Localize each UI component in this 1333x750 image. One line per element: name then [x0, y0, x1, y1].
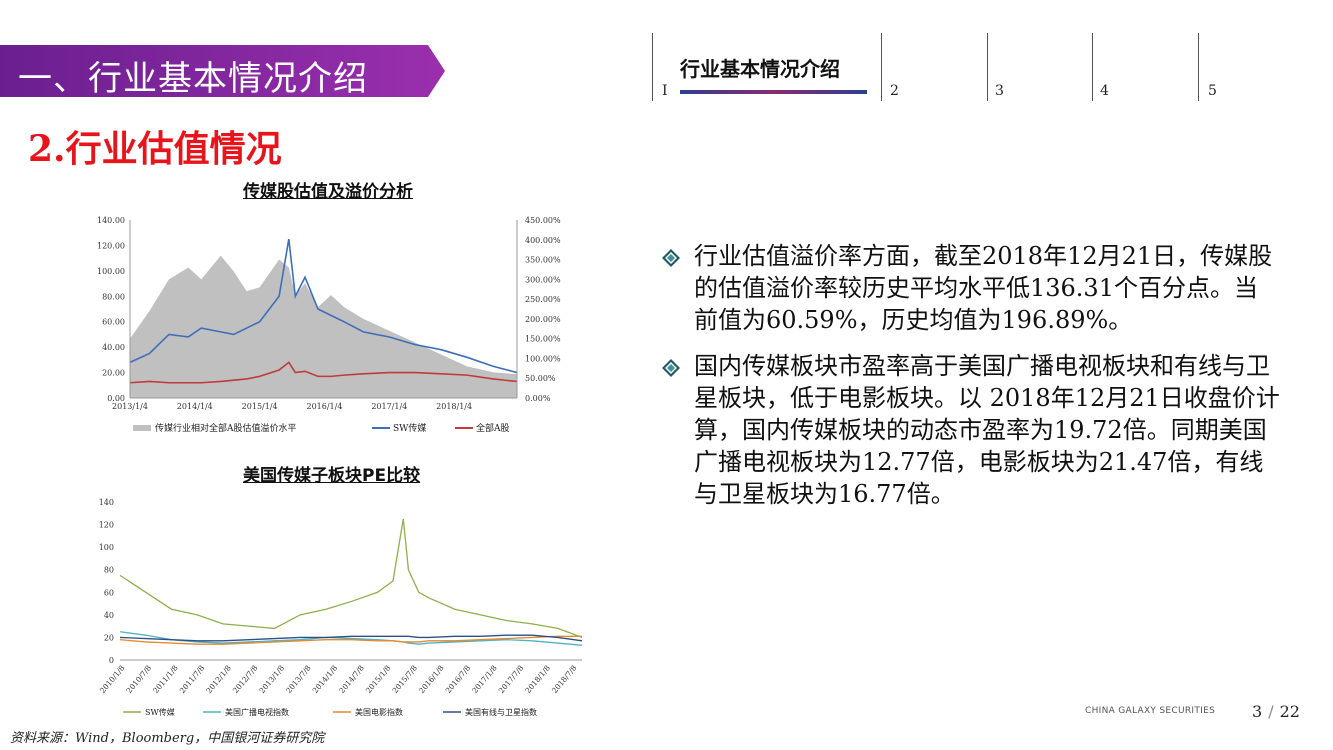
page-number: 3/22 [1252, 702, 1300, 721]
valuation-premium-chart: 0.00 20.00 40.00 60.00 80.00 100.00 120.00 140.… [97, 216, 561, 434]
total-pages: 22 [1279, 702, 1300, 721]
legend-label: 美国广播电视指数 [225, 707, 289, 717]
y-tick-label: 100 [99, 543, 114, 552]
nav-divider [881, 33, 882, 101]
y-left-tick-label: 40.00 [102, 343, 125, 352]
y-tick-label: 80 [104, 566, 114, 575]
nav-tab-3[interactable]: 3 [995, 83, 1004, 99]
chart1-title: 传媒股估值及溢价分析 [243, 182, 413, 202]
source-note: 资料来源：Wind，Bloomberg，中国银河证券研究院 [10, 731, 325, 746]
x-tick-label: 2018/7/8 [550, 663, 579, 695]
nav-divider [1092, 33, 1093, 101]
nav-tab-4[interactable]: 4 [1100, 83, 1109, 99]
x-tick-label: 2013/7/8 [284, 663, 313, 695]
y-right-tick-label: 350.00% [525, 256, 561, 265]
diamond-bullet-icon [662, 359, 680, 377]
banner-shape [0, 45, 445, 97]
y-right-tick-label: 400.00% [525, 236, 561, 245]
header-banner: 一、行业基本情况介绍 [0, 45, 445, 99]
series-line-0 [119, 518, 583, 639]
diamond-bullet-icon [662, 249, 680, 267]
x-tick-label: 2016/1/8 [417, 663, 446, 695]
y-right-tick-label: 450.00% [525, 216, 561, 225]
y-left-tick-label: 140.00 [97, 216, 125, 225]
nav-divider [652, 33, 653, 101]
legend-label: SW传媒 [145, 707, 175, 717]
us-media-pe-chart: 0 20 40 60 80 100 120 140 2010/1/82010/7/82011/1… [98, 498, 583, 717]
x-tick-label: 2010/7/8 [125, 663, 154, 695]
x-tick-label: 2012/1/8 [204, 663, 233, 695]
bullet-item: 国内传媒板块市盈率高于美国广播电视板块和有线与卫星板块，低于电影板块。以 201… [660, 350, 1280, 510]
nav-tab-2[interactable]: 2 [890, 83, 899, 99]
y-right-tick-label: 150.00% [525, 335, 561, 344]
legend-label: 传媒行业相对全部A股估值溢价水平 [155, 422, 297, 434]
x-tick-label: 2017/1/4 [371, 402, 407, 411]
series-line-2 [119, 635, 582, 645]
x-tick-label: 2014/1/4 [177, 402, 213, 411]
y-right-tick-label: 100.00% [525, 354, 561, 363]
y-right-tick-label: 250.00% [525, 295, 561, 304]
bullet-list: 行业估值溢价率方面，截至2018年12月21日，传媒股的估值溢价率较历史平均水平… [660, 240, 1280, 524]
legend-label: SW传媒 [393, 422, 426, 434]
x-tick-label: 2015/1/4 [242, 402, 278, 411]
x-tick-label: 2015/1/8 [364, 663, 393, 695]
y-tick-label: 120 [99, 521, 114, 530]
y-right-tick-label: 200.00% [525, 315, 561, 324]
premium-area [130, 255, 517, 398]
x-tick-label: 2016/7/8 [444, 663, 473, 695]
y-right-tick-label: 0.00% [525, 394, 551, 403]
y-left-tick-label: 0.00 [107, 394, 125, 403]
x-tick-label: 2015/7/8 [390, 663, 419, 695]
y-left-tick-label: 80.00 [102, 292, 125, 301]
banner-title: 一、行业基本情况介绍 [18, 59, 368, 99]
bullet-text: 行业估值溢价率方面，截至2018年12月21日，传媒股的估值溢价率较历史平均水平… [694, 242, 1273, 334]
current-page: 3 [1252, 702, 1263, 721]
nav-active-label[interactable]: 行业基本情况介绍 [680, 57, 840, 81]
section-title: 2.行业估值情况 [28, 128, 282, 170]
y-right-tick-label: 300.00% [525, 275, 561, 284]
nav-tab-1[interactable]: I [662, 83, 668, 99]
legend-label: 美国有线与卫星指数 [465, 707, 537, 717]
x-tick-label: 2014/1/8 [311, 663, 340, 695]
x-tick-label: 2017/7/8 [497, 663, 526, 695]
nav-tab-5[interactable]: 5 [1208, 83, 1217, 99]
y-left-tick-label: 120.00 [97, 241, 125, 250]
x-tick-label: 2011/7/8 [178, 663, 207, 695]
y-tick-label: 40 [104, 611, 114, 620]
x-tick-label: 2012/7/8 [231, 663, 260, 695]
bullet-text: 国内传媒板块市盈率高于美国广播电视板块和有线与卫星板块，低于电影板块。以 201… [694, 352, 1280, 508]
x-tick-label: 2016/1/4 [307, 402, 343, 411]
x-tick-label: 2010/1/8 [98, 663, 127, 695]
x-tick-label: 2014/7/8 [337, 663, 366, 695]
y-tick-label: 20 [104, 633, 114, 642]
x-tick-label: 2018/1/4 [436, 402, 472, 411]
sw-media-line [129, 238, 518, 374]
x-tick-label: 2018/1/8 [523, 663, 552, 695]
legend-swatch [133, 425, 151, 431]
y-left-tick-label: 20.00 [102, 369, 125, 378]
nav-divider [1198, 33, 1199, 101]
nav-active-underline [680, 90, 867, 94]
y-tick-label: 60 [104, 588, 114, 597]
y-left-tick-label: 60.00 [102, 318, 125, 327]
all-a-share-line [129, 361, 518, 384]
nav-divider [987, 33, 988, 101]
y-left-tick-label: 100.00 [97, 267, 125, 276]
x-tick-label: 2011/1/8 [151, 663, 180, 695]
y-right-tick-label: 50.00% [525, 374, 556, 383]
legend-label: 美国电影指数 [355, 707, 403, 717]
y-tick-label: 0 [109, 656, 114, 665]
chart2-title: 美国传媒子板块PE比较 [243, 466, 421, 486]
bullet-item: 行业估值溢价率方面，截至2018年12月21日，传媒股的估值溢价率较历史平均水平… [660, 240, 1280, 336]
x-tick-label: 2013/1/8 [258, 663, 287, 695]
footer-brand: CHINA GALAXY SECURITIES [1085, 706, 1216, 716]
y-tick-label: 140 [99, 498, 114, 507]
x-tick-label: 2013/1/4 [112, 402, 148, 411]
legend-label: 全部A股 [476, 422, 510, 434]
x-tick-label: 2017/1/8 [470, 663, 499, 695]
series-line-3 [119, 634, 583, 642]
